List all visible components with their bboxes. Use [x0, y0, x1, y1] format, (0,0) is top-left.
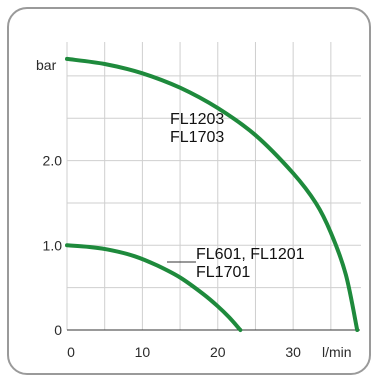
y-tick-label: 0: [54, 322, 62, 338]
chart-card: [7, 7, 371, 375]
series-2-curve: [65, 243, 243, 332]
series-2-label-2: FL1701: [196, 264, 250, 281]
series-1-label-1: FL1203: [170, 111, 224, 128]
series-1-curve: [65, 56, 360, 332]
y-tick-label: 2.0: [43, 153, 63, 169]
curves: [65, 56, 360, 332]
x-axis-label: l/min: [322, 344, 352, 360]
y-tick-label: 1.0: [43, 237, 63, 253]
x-tick-label: 0: [67, 344, 75, 360]
x-tick-label: 10: [135, 344, 151, 360]
series-2-label-1: FL601, FL1201: [196, 246, 305, 263]
x-tick-label: 30: [285, 344, 301, 360]
y-tick-labels: 0 1.0 2.0: [43, 153, 63, 338]
grid: [66, 42, 361, 330]
series-1-label-2: FL1703: [170, 129, 224, 146]
x-tick-label: 20: [210, 344, 226, 360]
y-axis-label: bar: [36, 57, 57, 73]
x-tick-labels: 0 10 20 30: [67, 344, 301, 360]
